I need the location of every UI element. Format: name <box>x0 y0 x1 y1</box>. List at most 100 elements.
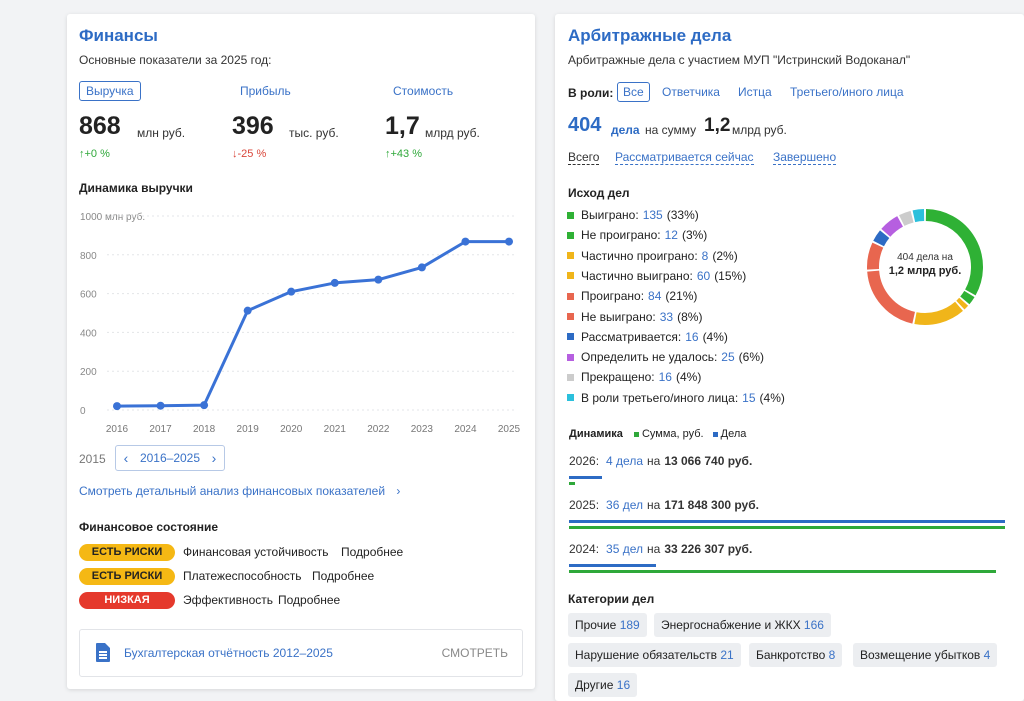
donut-slice[interactable] <box>899 210 914 226</box>
color-square-icon <box>567 231 574 239</box>
revenue-point[interactable] <box>243 306 252 315</box>
revenue-point[interactable] <box>461 237 470 246</box>
revenue-point[interactable] <box>156 401 165 410</box>
y-axis-top-label: 1000 млн руб. <box>80 211 145 223</box>
outcome-title: Исход дел <box>568 186 630 200</box>
donut-slice[interactable] <box>960 290 975 305</box>
x-tick-label: 2025 <box>498 424 521 435</box>
outcome-percent: (8%) <box>677 309 703 324</box>
x-tick-label: 2016 <box>106 424 129 435</box>
outcome-item: Рассматривается: 16 (4%) <box>567 330 728 344</box>
category-chip[interactable]: Банкротство 8 <box>749 643 843 667</box>
outcome-count[interactable]: 33 <box>659 309 674 324</box>
tab-revenue[interactable]: Выручка <box>79 81 141 101</box>
color-square-icon <box>567 394 574 402</box>
category-chip[interactable]: Нарушение обязательств 21 <box>568 643 741 667</box>
value-value: 1,7 <box>385 112 420 140</box>
category-label: Другие <box>575 678 614 692</box>
profit-delta: ↓-25 % <box>232 148 267 160</box>
outcome-count[interactable]: 84 <box>648 289 662 304</box>
revenue-point[interactable] <box>505 237 513 246</box>
outcome-percent: (4%) <box>759 390 785 405</box>
color-square-icon <box>567 211 574 219</box>
legend-cases: Дела <box>712 428 746 440</box>
outcome-count[interactable]: 135 <box>642 208 663 222</box>
state-more-link[interactable]: Подробнее <box>341 545 404 559</box>
outcome-count[interactable]: 16 <box>658 370 672 385</box>
category-label: Энергоснабжение и ЖКХ <box>661 618 801 632</box>
revenue-point[interactable] <box>113 402 121 411</box>
outcome-count[interactable]: 8 <box>701 248 709 263</box>
outcome-percent: (4%) <box>675 370 702 385</box>
report-view-button[interactable]: СМОТРЕТЬ <box>441 646 508 660</box>
color-square-icon <box>567 292 574 300</box>
donut-slice[interactable] <box>881 216 904 237</box>
state-more-link[interactable]: Подробнее <box>312 569 375 583</box>
role-tab-all[interactable]: Все <box>617 82 650 102</box>
category-chip[interactable]: Другие 16 <box>568 673 638 697</box>
categories-title: Категории дел <box>568 592 655 606</box>
state-label-stability: Финансовая устойчивость <box>183 545 329 559</box>
donut-slice[interactable] <box>873 230 890 247</box>
category-chip[interactable]: Возмещение убытков 4 <box>853 643 998 667</box>
donut-slice[interactable] <box>956 297 969 310</box>
x-tick-label: 2024 <box>454 424 477 435</box>
outcome-count[interactable]: 25 <box>721 350 735 365</box>
arbitrage-subtitle: Арбитражные дела с участием МУП "Истринс… <box>568 53 911 67</box>
revenue-point[interactable] <box>287 287 296 296</box>
tab-value[interactable]: Стоимость <box>393 84 454 98</box>
accounting-report-row[interactable]: Бухгалтерская отчётность 2012–2025 СМОТР… <box>79 629 523 677</box>
dynamics-row: 2025: 36 дел на 171 848 300 руб. <box>569 498 759 512</box>
chevron-right-icon[interactable]: › <box>211 450 217 466</box>
y-tick-label: 200 <box>80 367 97 378</box>
outcome-count[interactable]: 15 <box>742 390 756 405</box>
category-label: Нарушение обязательств <box>575 648 717 662</box>
revenue-line-chart: 1000 млн руб. 0 200 400 600 800 2016 2017 2018 20… <box>80 211 521 435</box>
finance-details-link-text: Смотреть детальный анализ финансовых пок… <box>79 484 386 498</box>
dynamics-cases-link[interactable]: 36 дел <box>606 498 643 512</box>
year-range-selector[interactable]: ‹ 2016–2025 › <box>115 445 225 471</box>
outcome-count[interactable]: 12 <box>664 228 678 243</box>
category-label: Банкротство <box>756 648 826 662</box>
outcome-count[interactable]: 60 <box>696 268 711 283</box>
role-tab-third-party[interactable]: Третьего/иного лица <box>790 85 904 99</box>
outcome-item: Частично выиграно: 60 (15%) <box>567 269 746 283</box>
role-tab-plaintiff[interactable]: Истца <box>738 85 772 99</box>
sum-word: на сумму <box>645 123 697 137</box>
finance-details-link[interactable]: Смотреть детальный анализ финансовых пок… <box>79 484 400 498</box>
outcome-item: Частично проиграно: 8 (2%) <box>567 249 738 263</box>
tab-profit[interactable]: Прибыль <box>240 84 291 98</box>
outcome-label: Не проиграно: <box>581 228 661 243</box>
revenue-point[interactable] <box>374 275 383 284</box>
revenue-point[interactable] <box>417 263 426 272</box>
category-chip[interactable]: Энергоснабжение и ЖКХ 166 <box>654 613 831 637</box>
donut-slice[interactable] <box>925 209 983 296</box>
outcome-item: Прекращено: 16 (4%) <box>567 370 701 384</box>
outcome-item: В роли третьего/иного лица: 15 (4%) <box>567 391 785 405</box>
category-count: 166 <box>803 618 824 632</box>
category-count: 189 <box>619 618 640 632</box>
outcome-percent: (2%) <box>712 248 738 263</box>
dynamics-cases-link[interactable]: 4 дела <box>606 454 643 468</box>
donut-slice[interactable] <box>912 209 925 223</box>
status-link-finished[interactable]: Завершено <box>773 150 837 165</box>
status-link-all[interactable]: Всего <box>568 150 600 165</box>
status-link-pending[interactable]: Рассматривается сейчас <box>615 150 754 165</box>
revenue-delta: ↑+0 % <box>79 148 110 160</box>
chevron-left-icon[interactable]: ‹ <box>123 450 129 466</box>
dynamics-header: Динамика Сумма, руб. Дела <box>569 428 746 440</box>
dynamics-cases-link[interactable]: 35 дел <box>606 542 643 556</box>
outcome-label: Выиграно: <box>581 208 639 222</box>
revenue-point[interactable] <box>200 401 209 410</box>
donut-slice[interactable] <box>867 270 916 324</box>
revenue-point[interactable] <box>330 278 339 287</box>
category-chip[interactable]: Прочие 189 <box>568 613 647 637</box>
donut-slice[interactable] <box>867 242 884 270</box>
role-tab-defendant[interactable]: Ответчика <box>662 85 720 99</box>
state-more-link[interactable]: Подробнее <box>278 593 341 607</box>
report-label[interactable]: Бухгалтерская отчётность 2012–2025 <box>124 646 333 660</box>
category-label: Возмещение убытков <box>860 648 981 662</box>
outcome-count[interactable]: 16 <box>685 329 699 344</box>
donut-slice[interactable] <box>914 301 963 325</box>
dynamics-cases-bar <box>569 570 997 573</box>
